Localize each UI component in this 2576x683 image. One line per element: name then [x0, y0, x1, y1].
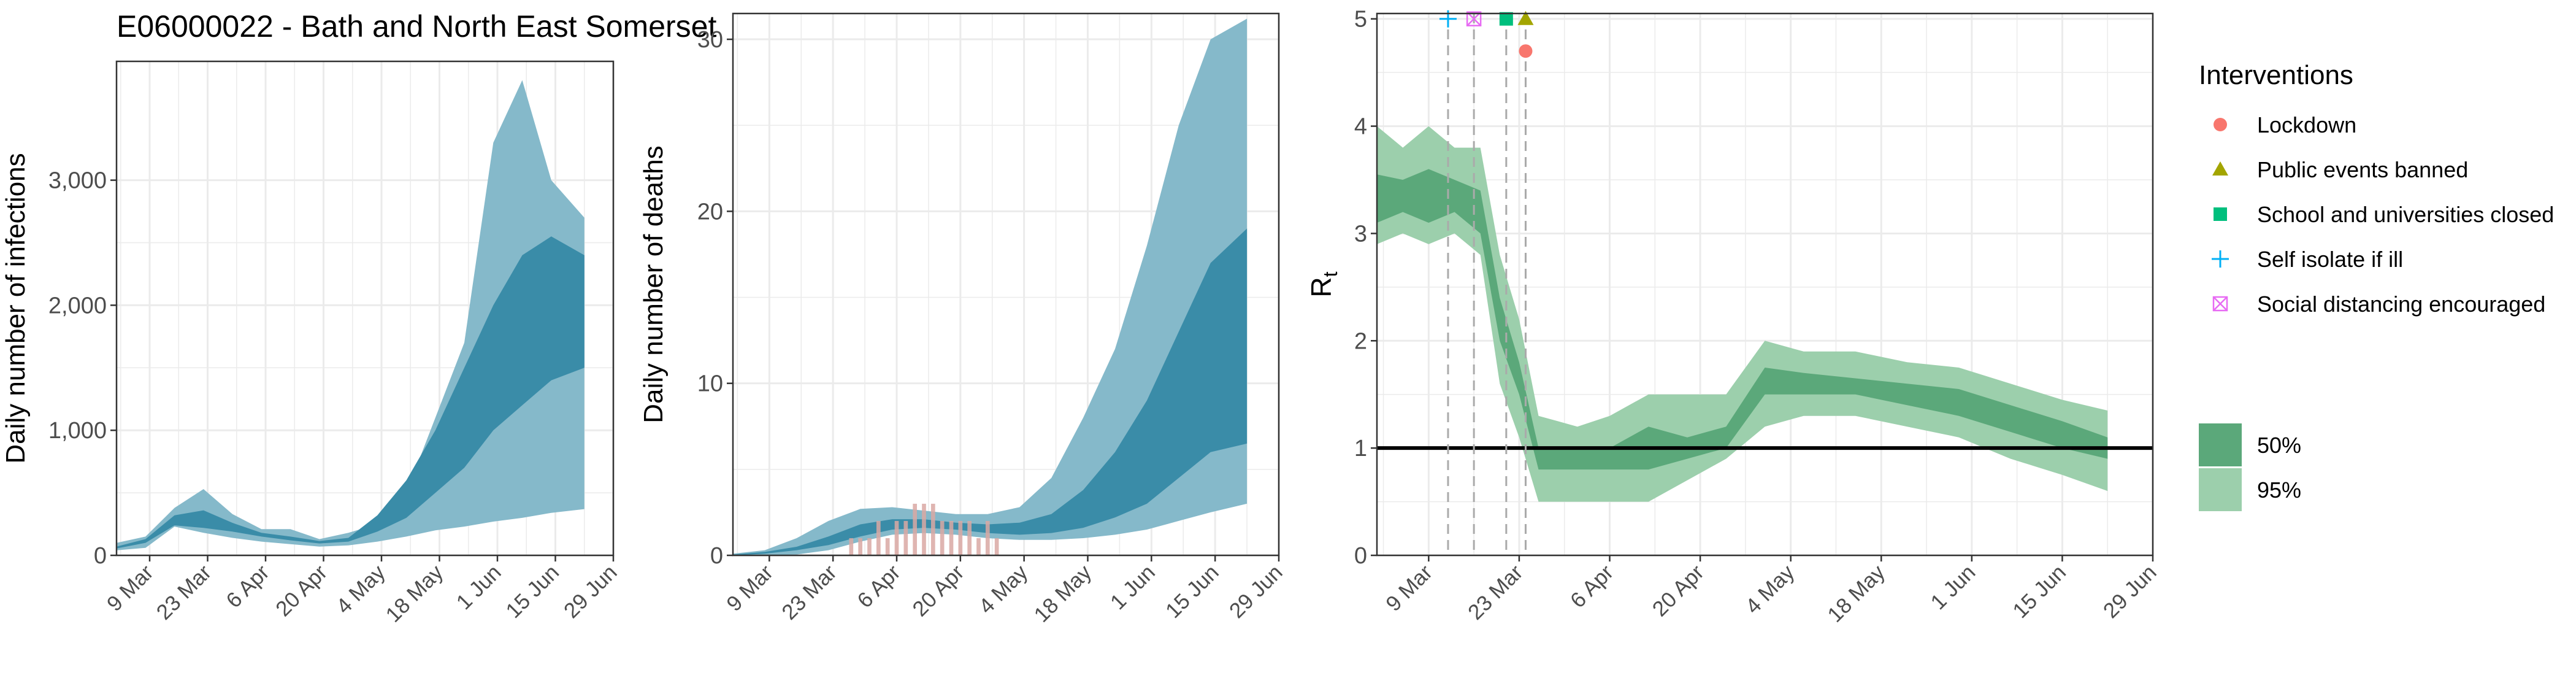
y-axis-title-subscript: t	[1319, 271, 1341, 277]
death-bar	[976, 538, 981, 555]
panel-border	[115, 60, 615, 557]
ci50-band	[1377, 169, 2108, 470]
y-tick-label: 0	[710, 543, 723, 569]
circle-icon	[2214, 118, 2227, 131]
y-tick-label: 2,000	[48, 293, 107, 318]
legend-label: 95%	[2257, 477, 2301, 503]
death-bar	[958, 520, 963, 555]
death-bar	[885, 538, 890, 555]
legend-label: School and universities closed	[2257, 202, 2554, 227]
death-bar	[867, 538, 872, 555]
panel-border	[732, 12, 1280, 557]
death-bar	[967, 520, 972, 555]
death-bar	[876, 520, 881, 555]
square-icon	[2214, 207, 2227, 221]
triangle-icon	[1517, 10, 1534, 25]
death-bar	[858, 538, 863, 555]
ci50-band	[117, 236, 585, 549]
y-axis-title: Daily number of deaths	[638, 145, 669, 423]
legend-swatch	[2199, 423, 2242, 466]
legend-label: Public events banned	[2257, 157, 2468, 182]
legend-swatch	[2199, 468, 2242, 511]
boxed-x-icon	[2212, 296, 2228, 312]
death-bar	[894, 520, 899, 555]
death-bar	[940, 520, 945, 555]
legend-label: 50%	[2257, 433, 2301, 458]
square-icon	[1499, 12, 1513, 26]
plus-icon	[2212, 250, 2229, 268]
legend-label: Self isolate if ill	[2257, 247, 2403, 272]
y-tick-label: 1,000	[48, 418, 107, 444]
panel-border	[1376, 12, 2154, 557]
y-tick-label: 20	[697, 199, 723, 225]
legend-label: Social distancing encouraged	[2257, 291, 2545, 317]
y-tick-label: 3	[1354, 221, 1367, 247]
death-bar	[949, 520, 954, 555]
y-axis-title-main: R	[1305, 277, 1337, 297]
boxed-x-icon	[1466, 11, 1482, 26]
y-tick-label: 4	[1354, 114, 1367, 140]
y-tick-label: 30	[697, 27, 723, 53]
death-bar	[985, 520, 990, 555]
legend-title: Interventions	[2199, 60, 2353, 90]
y-tick-label: 5	[1354, 7, 1367, 33]
death-bar	[903, 520, 908, 555]
ci95-band	[733, 18, 1248, 555]
y-tick-label: 0	[1354, 543, 1367, 569]
death-bar	[922, 503, 926, 555]
y-tick-label: 0	[94, 543, 107, 569]
legend: Interventions Lockdown Public events banne…	[2199, 60, 2554, 511]
y-tick-label: 2	[1354, 328, 1367, 354]
y-tick-label: 3,000	[48, 168, 107, 194]
y-axis-title: Rt	[1305, 271, 1341, 297]
death-bar	[930, 503, 935, 555]
chart-title: E06000022 - Bath and North East Somerset	[117, 9, 716, 44]
legend-label: Lockdown	[2257, 112, 2356, 137]
ci50-band	[733, 228, 1248, 555]
triangle-icon	[2212, 161, 2228, 176]
death-bar	[849, 538, 854, 555]
circle-icon	[1519, 44, 1533, 58]
death-bar	[913, 503, 918, 555]
y-tick-label: 10	[697, 371, 723, 397]
y-axis-title: Daily number of infections	[1, 153, 31, 463]
y-tick-label: 1	[1354, 436, 1367, 461]
death-bar	[994, 538, 999, 555]
